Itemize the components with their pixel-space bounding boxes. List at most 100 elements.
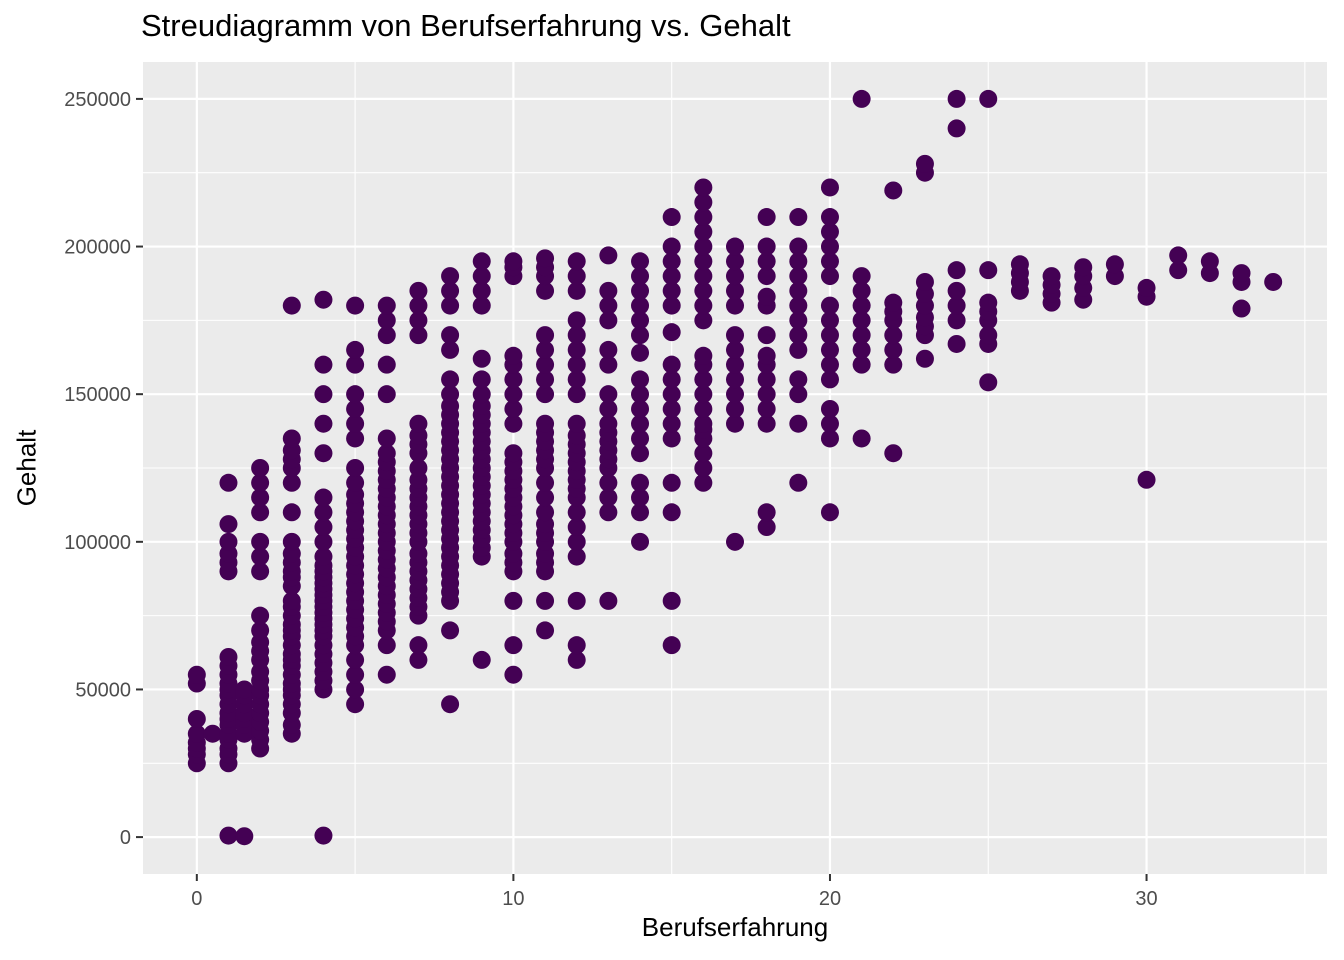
data-point: [472, 370, 491, 389]
data-point: [631, 326, 650, 345]
data-point: [567, 547, 586, 566]
data-point: [694, 346, 713, 365]
data-point: [377, 326, 396, 345]
y-tick-label: 50000: [75, 679, 131, 701]
data-point: [631, 296, 650, 315]
data-point: [599, 591, 618, 610]
data-point: [694, 281, 713, 300]
data-point: [409, 311, 428, 330]
data-point: [409, 636, 428, 655]
data-point: [820, 414, 839, 433]
data-point: [726, 340, 744, 359]
data-point: [346, 296, 365, 315]
data-point: [852, 267, 871, 286]
data-point: [884, 355, 903, 374]
data-point: [314, 290, 333, 309]
data-point: [441, 326, 460, 345]
data-point: [346, 385, 365, 404]
data-point: [1105, 255, 1124, 274]
data-point: [377, 636, 396, 655]
data-point: [441, 340, 460, 359]
data-point: [536, 488, 555, 507]
data-point: [567, 326, 586, 345]
data-point: [947, 296, 966, 315]
data-point: [757, 414, 776, 433]
data-point: [631, 399, 650, 418]
data-point: [757, 518, 776, 537]
data-point: [789, 385, 808, 404]
data-point: [979, 326, 998, 345]
data-point: [567, 650, 586, 669]
y-tick-label: 200000: [64, 237, 131, 259]
data-point: [441, 370, 460, 389]
data-point: [757, 287, 776, 306]
data-point: [820, 503, 839, 522]
data-point: [504, 370, 523, 389]
data-point: [820, 237, 839, 256]
data-point: [314, 503, 333, 522]
data-point: [662, 281, 681, 300]
data-point: [726, 296, 744, 315]
data-point: [631, 267, 650, 286]
data-point: [536, 385, 555, 404]
data-point: [567, 370, 586, 389]
data-point: [1169, 246, 1188, 265]
data-point: [631, 444, 650, 463]
data-point: [694, 178, 713, 197]
data-point: [1137, 470, 1156, 489]
data-point: [251, 459, 270, 477]
axis-ticks: 0 10 20 30 0 50000 100000 150000 200000 250000: [64, 89, 1157, 910]
data-point: [662, 267, 681, 286]
data-point: [599, 385, 618, 404]
data-point: [251, 532, 270, 551]
data-point: [567, 503, 586, 522]
data-point: [504, 444, 523, 463]
data-point: [852, 340, 871, 359]
data-point: [631, 370, 650, 389]
data-point: [979, 261, 998, 280]
data-point: [820, 252, 839, 271]
data-point: [219, 826, 238, 845]
y-tick-label: 100000: [64, 532, 131, 554]
data-point: [820, 370, 839, 389]
data-points: [187, 89, 1283, 846]
data-point: [567, 355, 586, 374]
data-point: [662, 323, 681, 342]
data-point: [282, 591, 301, 610]
data-point: [726, 370, 744, 389]
data-point: [757, 385, 776, 404]
data-point: [219, 647, 238, 666]
data-point: [346, 665, 365, 684]
data-point: [1200, 252, 1219, 271]
data-point: [694, 193, 713, 212]
data-point: [377, 665, 396, 684]
data-point: [504, 399, 523, 418]
data-point: [599, 355, 618, 374]
data-point: [346, 650, 365, 669]
data-point: [694, 399, 713, 418]
data-point: [694, 296, 713, 315]
data-point: [599, 281, 618, 300]
data-point: [536, 473, 555, 492]
data-point: [314, 488, 333, 507]
data-point: [314, 355, 333, 374]
data-point: [662, 370, 681, 389]
data-point: [346, 414, 365, 433]
data-point: [346, 355, 365, 374]
data-point: [567, 591, 586, 610]
data-point: [726, 326, 744, 345]
data-point: [536, 355, 555, 374]
data-point: [599, 340, 618, 359]
data-point: [187, 724, 206, 743]
data-point: [203, 724, 222, 743]
data-point: [251, 562, 270, 581]
x-axis-label: Berufserfahrung: [641, 912, 829, 942]
data-point: [567, 267, 586, 286]
data-point: [789, 414, 808, 433]
data-point: [377, 429, 396, 448]
data-point: [631, 473, 650, 492]
x-tick-label: 20: [819, 888, 841, 910]
data-point: [251, 473, 270, 492]
data-point: [441, 385, 460, 404]
